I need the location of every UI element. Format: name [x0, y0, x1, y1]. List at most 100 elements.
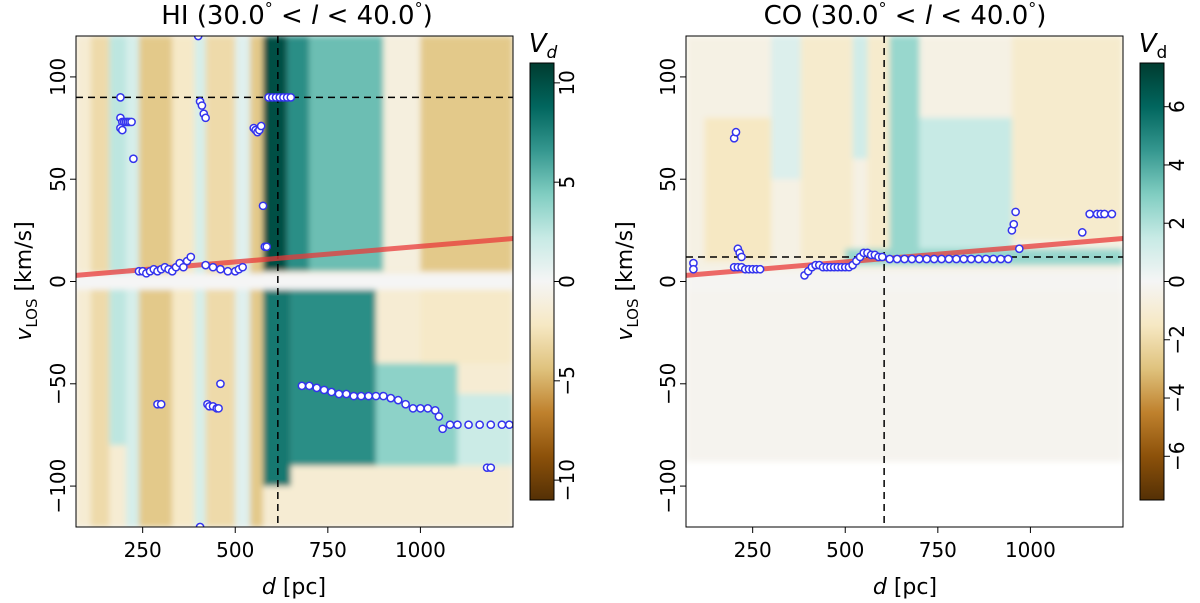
data-point — [486, 420, 496, 430]
data-point — [201, 260, 210, 270]
data-point — [974, 254, 983, 264]
y-axis-ticks: 100 50 0 −50 −100 — [46, 58, 76, 514]
data-point — [944, 254, 954, 264]
data-point — [297, 381, 307, 391]
y-tick-label: 100 — [46, 58, 70, 96]
x-tick-label: 250 — [734, 538, 772, 562]
data-point — [1014, 244, 1024, 254]
data-point — [959, 254, 969, 264]
colorbar-tick-label: 0 — [555, 275, 579, 288]
y-tick-label: 50 — [656, 166, 680, 191]
y-tick-label: 100 — [656, 58, 680, 96]
x-tick-label: 750 — [309, 538, 347, 562]
data-point — [262, 242, 272, 252]
data-point — [156, 399, 166, 409]
x-tick-label: 250 — [124, 538, 162, 562]
x-axis-ticks: 250 500 750 1000 — [734, 527, 1056, 562]
y-axis-label: vLOS [km/s] — [12, 221, 41, 340]
data-point — [214, 403, 223, 413]
data-point — [1009, 219, 1019, 229]
data-point — [416, 403, 425, 413]
data-points — [689, 127, 1117, 280]
colorbar-tick-label: 6 — [1165, 100, 1189, 113]
y-axis-label: vLOS [km/s] — [613, 221, 642, 340]
colorbar-label: Vd — [529, 29, 558, 63]
x-tick-label: 500 — [826, 538, 864, 562]
data-point — [393, 395, 403, 405]
data-point — [423, 403, 433, 413]
colorbar: 10 5 0 −5 −10 Vd — [529, 29, 579, 501]
data-point — [197, 101, 207, 110]
data-point — [334, 389, 344, 399]
data-point — [327, 387, 336, 397]
data-point — [885, 254, 895, 264]
data-point — [1011, 207, 1020, 217]
y-tick-label: −50 — [46, 363, 70, 405]
x-tick-label: 500 — [216, 538, 254, 562]
y-tick-label: 50 — [46, 166, 70, 191]
colorbar-tick-label: −2 — [1165, 325, 1189, 354]
colorbar-ticks: 10 5 0 −5 −10 — [554, 70, 579, 501]
data-point — [201, 113, 210, 123]
data-point — [127, 117, 136, 127]
field-block — [76, 273, 513, 290]
data-point — [504, 420, 513, 430]
colorbar-label: Vd — [1139, 29, 1168, 63]
data-point — [438, 424, 447, 434]
field-block — [867, 36, 890, 262]
colorbar-tick-label: −6 — [1165, 442, 1189, 471]
data-point — [1100, 209, 1109, 219]
data-point — [386, 393, 396, 403]
data-point — [731, 127, 741, 137]
colorbar-tick-label: 4 — [1165, 159, 1189, 172]
field-block — [420, 281, 513, 364]
field-block — [263, 281, 291, 487]
data-point — [1077, 228, 1087, 237]
data-point — [689, 264, 698, 274]
data-point — [892, 254, 902, 264]
colorbar-tick-label: −5 — [555, 366, 579, 395]
colorbar: 6 4 2 0 −2 −4 −6 Vd — [1139, 29, 1189, 501]
data-point — [922, 254, 932, 264]
data-point — [364, 391, 373, 401]
field-block — [771, 36, 801, 180]
colorbar-gradient — [530, 63, 554, 500]
data-point — [116, 93, 125, 102]
plot-area — [686, 36, 1123, 527]
field-block — [375, 363, 458, 466]
velocity-field — [686, 36, 1123, 462]
data-point — [371, 391, 381, 401]
colorbar-tick-label: 5 — [555, 176, 579, 189]
x-tick-label: 1000 — [395, 538, 446, 562]
field-block — [889, 36, 920, 251]
data-point — [379, 391, 388, 401]
colorbar-gradient — [1140, 63, 1164, 500]
data-point — [989, 254, 998, 264]
data-point — [981, 254, 991, 264]
data-point — [1085, 209, 1095, 219]
data-point — [216, 379, 225, 389]
data-point — [223, 266, 233, 276]
colorbar-ticks: 6 4 2 0 −2 −4 −6 — [1164, 100, 1189, 471]
field-block — [919, 117, 1012, 251]
data-point — [304, 381, 314, 391]
y-tick-label: −100 — [46, 459, 70, 514]
x-axis-label: d [pc] — [262, 575, 326, 600]
y-axis-ticks: 100 50 0 −50 −100 — [656, 58, 686, 514]
y-tick-label: 0 — [46, 275, 70, 288]
x-tick-label: 750 — [919, 538, 957, 562]
y-tick-label: −100 — [656, 459, 680, 514]
data-point — [129, 154, 138, 164]
data-point — [216, 264, 225, 274]
data-point — [737, 252, 746, 262]
data-point — [453, 420, 462, 430]
data-point — [401, 399, 410, 409]
data-point — [319, 385, 329, 395]
data-point — [258, 201, 268, 211]
data-point — [349, 391, 359, 401]
colorbar-tick-label: −10 — [555, 459, 579, 501]
y-tick-label: 0 — [656, 275, 680, 288]
data-point — [238, 262, 248, 272]
